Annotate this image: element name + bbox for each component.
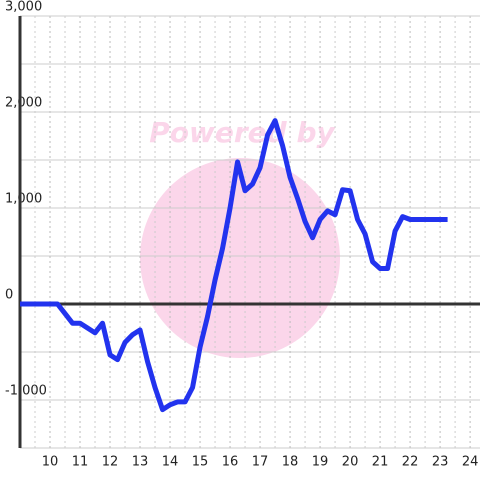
x-tick-label: 15 bbox=[192, 455, 209, 470]
watermark-text: Powered by bbox=[149, 116, 336, 149]
x-tick-label: 13 bbox=[132, 455, 149, 470]
x-tick-label: 17 bbox=[252, 455, 269, 470]
x-tick-label: 18 bbox=[282, 455, 299, 470]
x-tick-label: 21 bbox=[372, 455, 389, 470]
x-tick-label: 11 bbox=[72, 455, 89, 470]
x-tick-label: 10 bbox=[42, 455, 59, 470]
y-tick-label: -1,000 bbox=[5, 384, 47, 399]
x-tick-label: 23 bbox=[432, 455, 449, 470]
x-tick-label: 24 bbox=[462, 455, 479, 470]
y-tick-label: 0 bbox=[5, 288, 13, 303]
y-tick-label: 1,000 bbox=[5, 192, 42, 207]
x-tick-label: 12 bbox=[102, 455, 119, 470]
x-tick-label: 19 bbox=[312, 455, 329, 470]
x-tick-label: 20 bbox=[342, 455, 359, 470]
x-tick-label: 14 bbox=[162, 455, 179, 470]
x-tick-label: 16 bbox=[222, 455, 239, 470]
y-tick-label: 3,000 bbox=[5, 0, 42, 15]
line bbox=[20, 118, 448, 413]
y-tick-label: 2,000 bbox=[5, 96, 42, 111]
x-tick-label: 22 bbox=[402, 455, 419, 470]
